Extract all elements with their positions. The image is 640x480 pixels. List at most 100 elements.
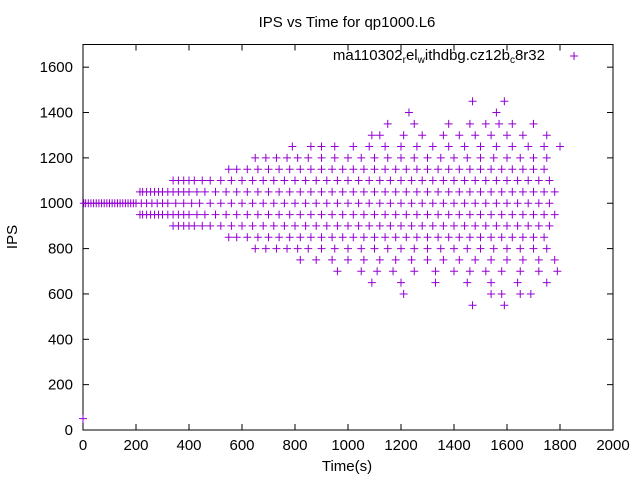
data-point [344,244,352,253]
data-point [418,199,427,208]
data-point [412,233,421,242]
x-tick-label: 1800 [543,437,576,454]
data-point [487,131,496,140]
data-point [232,233,241,242]
data-point [444,165,453,174]
data-point [301,176,310,185]
data-point [357,153,366,162]
data-point [291,221,299,230]
data-point [468,301,477,310]
data-point [251,153,260,162]
data-point [338,165,347,174]
data-point [529,119,538,128]
data-point [508,119,517,128]
data-point [397,278,405,287]
data-point [359,187,368,196]
data-point [407,176,416,185]
data-point [344,255,352,264]
data-point [463,153,472,162]
data-point [508,233,517,242]
data-point [317,244,326,253]
data-point [463,278,472,287]
data-point [534,199,543,208]
data-point [322,176,331,185]
data-point [455,187,464,196]
x-tick-label: 0 [79,437,87,454]
data-point [513,176,522,185]
data-point [487,233,496,242]
data-point [391,233,400,242]
data-point [261,244,270,253]
data-point [370,187,379,196]
data-point [540,187,549,196]
data-point [306,165,315,174]
data-point [540,142,549,151]
data-point [275,165,284,174]
data-point [185,210,193,219]
data-point [269,221,278,230]
data-point [328,210,337,219]
data-point [232,210,241,219]
data-point [542,131,551,140]
data-point [381,210,390,219]
data-point [227,199,236,208]
legend-entry-label: ma110302relwithdbg.cz12bc8r32 [333,47,545,66]
data-point [253,187,262,196]
data-point [227,176,236,185]
data-point [375,221,384,230]
data-point [542,153,551,162]
data-point [383,119,392,128]
data-point [333,267,342,276]
data-point [450,221,458,230]
data-point [434,187,443,196]
data-point [508,165,517,174]
data-point [497,165,506,174]
data-point [516,153,525,162]
data-point [465,187,474,196]
data-point [418,131,427,140]
y-tick-label: 0 [65,422,73,439]
data-point [407,255,416,264]
data-point [481,176,490,185]
data-point [455,131,464,140]
data-point [304,244,313,253]
data-point [529,233,538,242]
data-point [550,187,559,196]
data-point [460,221,469,230]
x-tick-label: 1200 [384,437,417,454]
data-point [306,187,315,196]
data-point [375,199,384,208]
data-point [206,199,215,208]
data-point [465,233,474,242]
x-tick-label: 1600 [490,437,523,454]
data-point [296,255,305,264]
data-point [333,176,342,185]
data-point [434,233,443,242]
data-point [322,199,331,208]
data-point [275,187,284,196]
data-point [296,233,305,242]
data-point [423,210,432,219]
data-point [370,210,379,219]
data-point [450,199,458,208]
data-point [497,187,506,196]
data-point [344,199,352,208]
data-point [516,289,525,298]
data-point [179,199,188,208]
data-point [455,255,464,264]
data-point [216,176,225,185]
x-tick-label: 200 [123,437,148,454]
data-point [251,244,260,253]
x-tick-label: 400 [176,437,201,454]
data-point [301,221,310,230]
data-point [259,221,268,230]
data-point [495,119,504,128]
data-point [431,267,440,276]
data-point [529,210,538,219]
data-point [471,255,480,264]
data-point [412,210,421,219]
data-point [359,255,368,264]
data-point [359,165,368,174]
data-point [534,221,543,230]
data-point [487,210,496,219]
